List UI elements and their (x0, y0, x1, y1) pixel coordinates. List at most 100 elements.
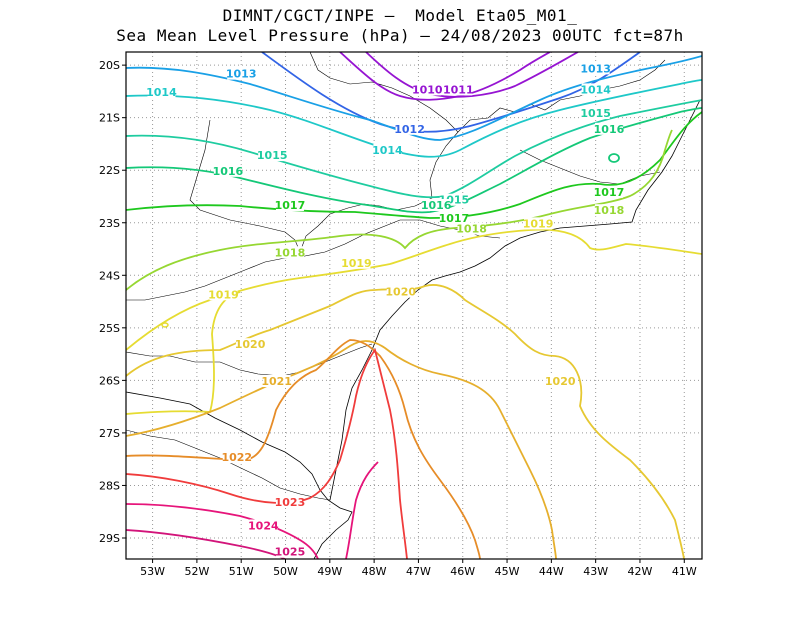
contour-label-bg (524, 217, 553, 230)
isobar-1022 (126, 339, 481, 559)
plot-frame (125, 51, 703, 560)
contour-label-bg (413, 83, 442, 96)
lon-tick-label: 47W (406, 565, 431, 578)
contour-label-bg (594, 185, 623, 198)
contour-label: 1013 (580, 62, 611, 75)
contour-label: 1019 (341, 257, 372, 270)
contour-label: 1012 (394, 123, 425, 136)
contour-label-bg (275, 545, 304, 558)
lat-tick-label: 27S (99, 427, 120, 440)
state-border (126, 429, 331, 501)
lat-tick-label: 21S (99, 112, 120, 125)
contour-label: 1017 (275, 199, 306, 212)
isobar-1011 (365, 52, 579, 98)
isobar-1018 (126, 129, 673, 291)
isobar-1013 (126, 55, 702, 141)
contour-label-bg (422, 198, 451, 211)
axis-ticks: 20S 21S 22S 23S 24S 25S 26S 27S 28S 29S 53W 52W 51W 5… (99, 59, 697, 578)
lat-tick-label: 23S (99, 217, 120, 230)
contour-label: 1014 (580, 83, 611, 96)
contour-label: 1016 (594, 123, 625, 136)
coastline (329, 99, 701, 501)
state-border (126, 219, 501, 301)
coastline (126, 391, 353, 559)
isobar-1024b (345, 461, 379, 559)
lon-tick-label: 52W (184, 565, 209, 578)
contour-label-bg (373, 143, 402, 156)
lat-tick-label: 29S (99, 532, 120, 545)
contour-label-bg (342, 256, 371, 269)
contour-label: 1010 (412, 83, 443, 96)
lon-tick-label: 48W (362, 565, 387, 578)
lat-tick-label: 25S (99, 322, 120, 335)
contour-label: 1016 (213, 165, 244, 178)
contour-label-bg (581, 83, 610, 96)
contour-label: 1011 (443, 83, 474, 96)
contour-label-bg (258, 149, 287, 162)
contour-label: 1014 (146, 86, 177, 99)
lon-tick-label: 42W (628, 565, 653, 578)
state-border (126, 343, 373, 377)
isobar-1016-closed (608, 153, 620, 163)
contour-label: 1025 (275, 546, 306, 559)
lon-tick-label: 44W (539, 565, 564, 578)
contour-label-bg (213, 164, 242, 177)
lat-tick-label: 28S (99, 479, 120, 492)
contour-label-bg (275, 198, 304, 211)
lat-tick-label: 22S (99, 164, 120, 177)
contour-label: 1020 (235, 338, 266, 351)
contour-label-bg (546, 374, 575, 387)
isobar-1019b (126, 291, 241, 415)
contour-label-bg (249, 519, 278, 532)
contour-label-bg (457, 222, 486, 235)
contour-label: 1015 (580, 107, 611, 120)
contour-label: 1018 (456, 223, 487, 236)
contour-label: 1018 (275, 246, 306, 259)
contour-label-bg (386, 285, 415, 298)
contour-label: 1015 (257, 149, 288, 162)
contour-label: 1020 (545, 375, 576, 388)
lon-tick-label: 50W (273, 565, 298, 578)
contour-label-bg (227, 67, 256, 80)
contour-label-bg (444, 83, 473, 96)
state-border (519, 149, 661, 185)
isobar-1020 (126, 284, 685, 559)
contour-label: 1016 (421, 199, 452, 212)
state-border (309, 52, 459, 133)
lon-tick-label: 41W (672, 565, 697, 578)
contour-label: 1024 (248, 519, 279, 532)
contour-label: 1021 (261, 375, 292, 388)
state-border (189, 119, 301, 253)
lon-tick-label: 49W (317, 565, 342, 578)
contour-label-bg (209, 288, 238, 301)
contour-label: 1014 (372, 144, 403, 157)
isobar-1025 (126, 529, 286, 559)
lon-tick-label: 51W (229, 565, 254, 578)
chart-subtitle: Sea Mean Level Pressure (hPa) – 24/08/20… (116, 26, 684, 45)
lon-tick-label: 43W (583, 565, 608, 578)
contour-label-bg (439, 212, 468, 225)
contour-label-bg (594, 204, 623, 217)
contour-label: 1019 (523, 217, 554, 230)
contour-layer (126, 52, 702, 559)
contour-label: 1017 (594, 186, 625, 199)
contour-label: 1020 (385, 286, 416, 299)
contour-label-bg (581, 107, 610, 120)
contour-label-bg (222, 451, 251, 464)
contour-label: 1022 (221, 451, 252, 464)
contour-label: 1018 (594, 204, 625, 217)
contour-label-bg (262, 374, 291, 387)
lon-tick-label: 53W (140, 565, 165, 578)
contour-label: 1023 (275, 496, 306, 509)
isobar-1014 (126, 79, 702, 158)
contour-label-bg (147, 86, 176, 99)
lat-tick-label: 20S (99, 59, 120, 72)
chart-title: DIMNT/CGCT/INPE – Model Eta05_M01_ (222, 6, 578, 25)
contour-label-bg (581, 62, 610, 75)
isobar-1023 (126, 347, 408, 559)
lat-tick-label: 26S (99, 374, 120, 387)
lon-tick-label: 46W (450, 565, 475, 578)
isobar-1019-closed (161, 322, 169, 328)
lon-tick-label: 45W (495, 565, 520, 578)
isobar-1015 (126, 99, 702, 199)
